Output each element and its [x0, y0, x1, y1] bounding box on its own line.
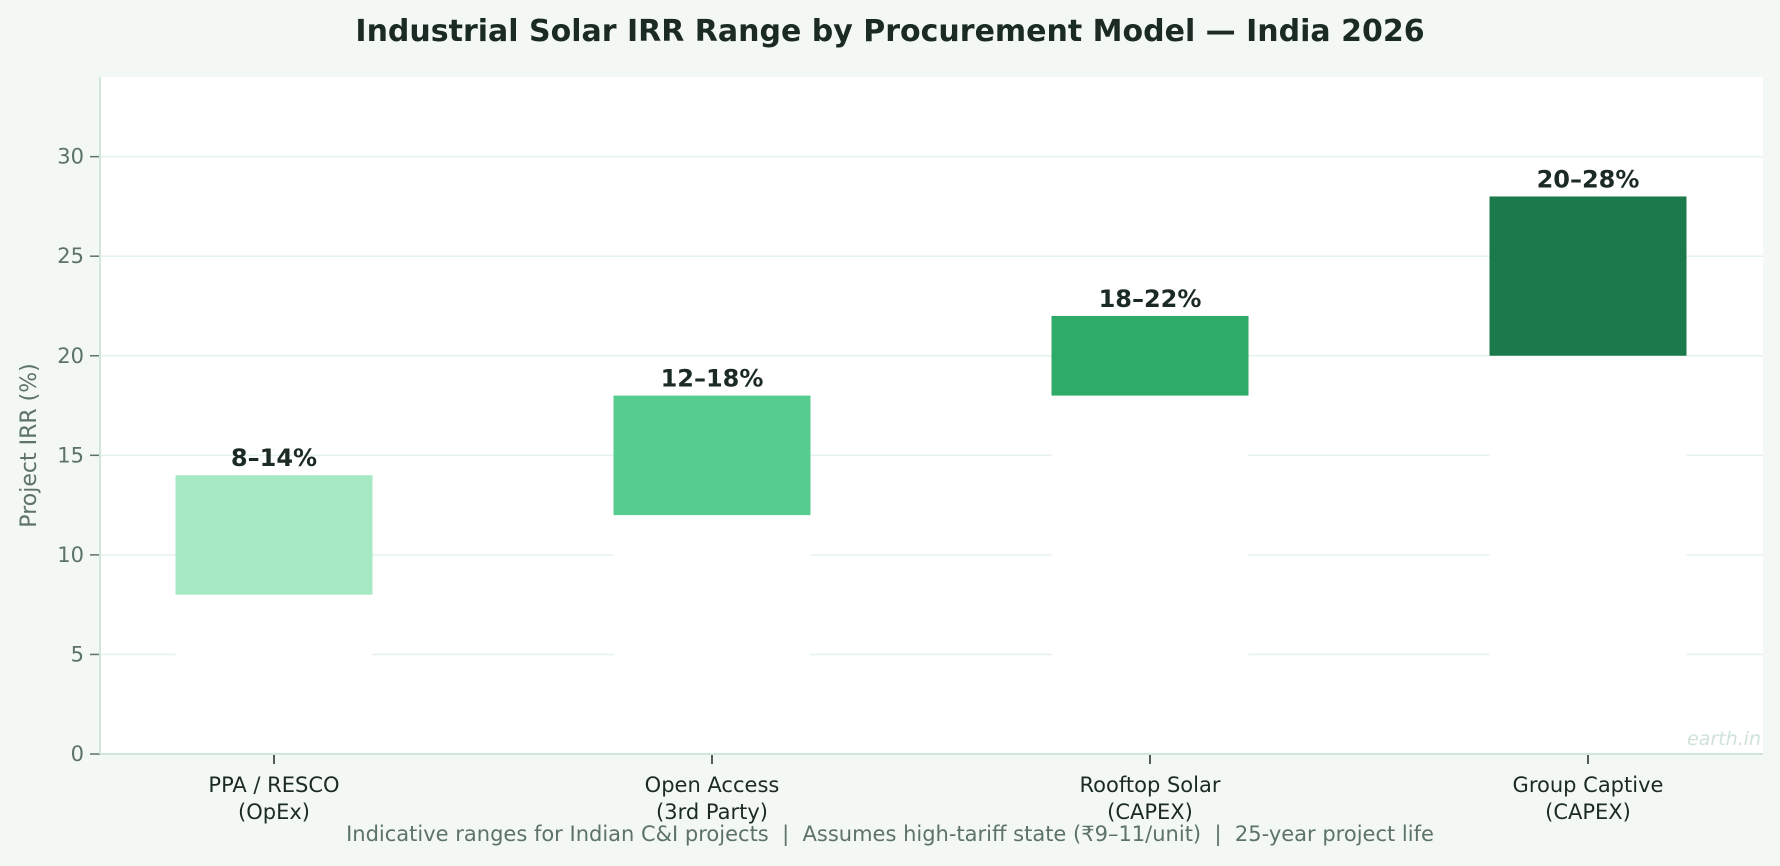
bar-base	[613, 515, 811, 754]
x-tick-label: (CAPEX)	[1107, 800, 1193, 824]
bar-base	[175, 594, 373, 754]
y-tick-label: 10	[57, 543, 84, 567]
bar-data-label: 8–14%	[231, 444, 317, 472]
bar-data-label: 12–18%	[661, 365, 764, 393]
x-tick-label: (CAPEX)	[1545, 800, 1631, 824]
y-tick-label: 15	[57, 443, 84, 467]
y-tick-label: 20	[57, 344, 84, 368]
range-bar	[1051, 315, 1249, 396]
y-tick-label: 30	[57, 145, 84, 169]
x-tick-label: PPA / RESCO	[208, 773, 339, 797]
watermark: earth.in	[1687, 728, 1761, 750]
x-tick-label: (OpEx)	[238, 800, 310, 824]
bar-base	[1051, 395, 1249, 754]
chart-title: Industrial Solar IRR Range by Procuremen…	[355, 14, 1425, 49]
bar-base	[1489, 355, 1687, 754]
bar-data-label: 20–28%	[1537, 165, 1640, 193]
y-tick-label: 5	[71, 642, 84, 666]
x-tick-label: Rooftop Solar	[1080, 773, 1221, 797]
bar-data-label: 18–22%	[1099, 285, 1202, 313]
x-tick-label: Group Captive	[1513, 773, 1664, 797]
plot-area	[100, 77, 1763, 754]
y-axis-label: Project IRR (%)	[17, 363, 42, 527]
x-tick-label: (3rd Party)	[656, 800, 768, 824]
x-tick-label: Open Access	[645, 773, 780, 797]
y-tick-label: 0	[71, 742, 84, 766]
y-tick-label: 25	[57, 244, 84, 268]
range-bar	[1489, 196, 1687, 356]
range-bar	[175, 475, 373, 595]
range-bar	[613, 395, 811, 516]
chart-footnote: Indicative ranges for Indian C&I project…	[346, 822, 1434, 846]
